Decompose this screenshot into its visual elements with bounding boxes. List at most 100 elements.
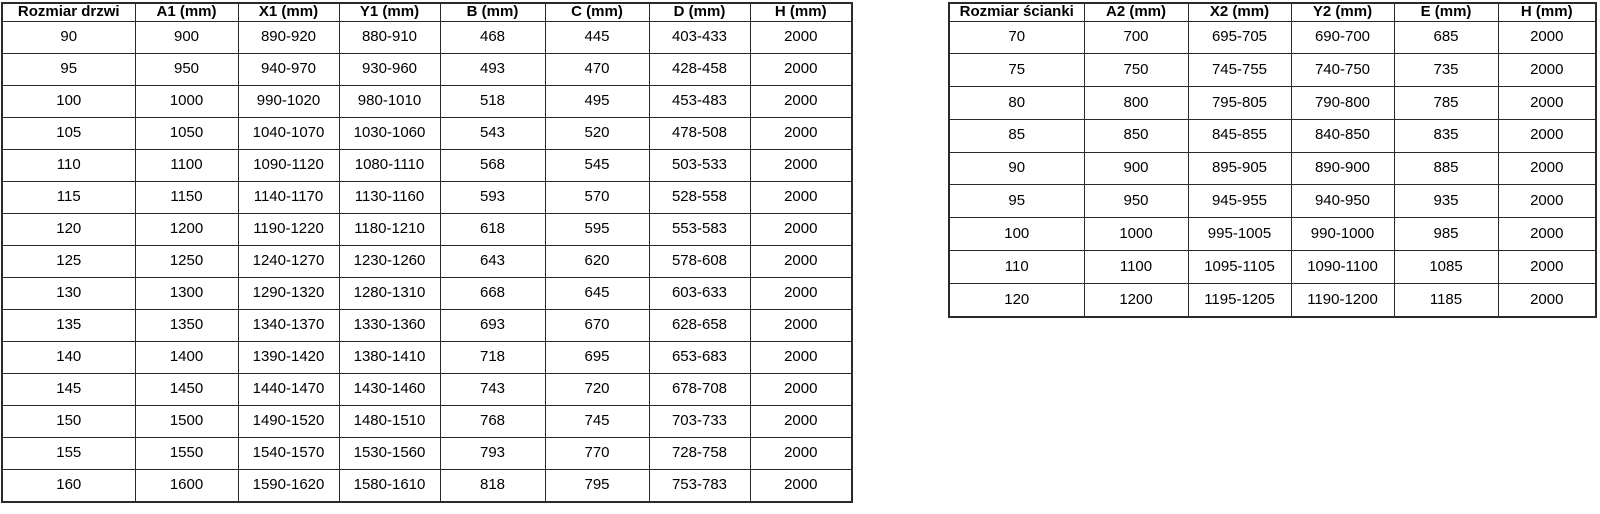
data-cell: 1400 bbox=[134, 340, 239, 374]
data-cell: 110 bbox=[1, 148, 136, 182]
data-cell: 1180-1210 bbox=[338, 212, 441, 246]
data-cell: 1380-1410 bbox=[338, 340, 441, 374]
data-cell: 85 bbox=[948, 118, 1085, 153]
table-row: 145 1450 1440-1470 1430-1460 743 720 678-708 20… bbox=[1, 372, 853, 406]
data-cell: 518 bbox=[439, 84, 546, 118]
data-cell: 155 bbox=[1, 436, 136, 470]
data-cell: 1240-1270 bbox=[237, 244, 340, 278]
data-cell: 945-955 bbox=[1187, 184, 1292, 219]
column-header: Y1 (mm) bbox=[338, 2, 441, 22]
data-cell: 130 bbox=[1, 276, 136, 310]
table-row: 120 1200 1195-1205 1190-1200 1185 2000 bbox=[948, 282, 1597, 318]
column-header: Y2 (mm) bbox=[1290, 2, 1395, 22]
table-row: 135 1350 1340-1370 1330-1360 693 670 628-658 20… bbox=[1, 308, 853, 342]
data-cell: 990-1000 bbox=[1290, 217, 1395, 251]
table-row: 120 1200 1190-1220 1180-1210 618 595 553-583 20… bbox=[1, 212, 853, 246]
data-cell: 2000 bbox=[749, 276, 853, 310]
data-cell: 1190-1220 bbox=[237, 212, 340, 246]
table-row: 110 1100 1095-1105 1090-1100 1085 2000 bbox=[948, 249, 1597, 284]
table-row: 125 1250 1240-1270 1230-1260 643 620 578-608 20… bbox=[1, 244, 853, 278]
table-row: 80 800 795-805 790-800 785 2000 bbox=[948, 86, 1597, 120]
table-row: 75 750 745-755 740-750 735 2000 bbox=[948, 53, 1597, 88]
data-cell: 845-855 bbox=[1187, 118, 1292, 153]
data-cell: 995-1005 bbox=[1187, 217, 1292, 251]
data-cell: 493 bbox=[439, 52, 546, 86]
data-cell: 2000 bbox=[1497, 86, 1597, 120]
data-cell: 850 bbox=[1083, 118, 1189, 153]
table-row: 115 1150 1140-1170 1130-1160 593 570 528-558 20… bbox=[1, 180, 853, 214]
data-cell: 935 bbox=[1393, 184, 1499, 219]
data-cell: 753-783 bbox=[648, 468, 751, 503]
data-cell: 2000 bbox=[1497, 118, 1597, 153]
data-cell: 1250 bbox=[134, 244, 239, 278]
data-cell: 2000 bbox=[749, 372, 853, 406]
column-header: A1 (mm) bbox=[134, 2, 239, 22]
data-cell: 2000 bbox=[749, 404, 853, 438]
column-header: A2 (mm) bbox=[1083, 2, 1189, 22]
data-cell: 520 bbox=[544, 116, 650, 150]
table-row: 160 1600 1590-1620 1580-1610 818 795 753-783 20… bbox=[1, 468, 853, 503]
data-cell: 468 bbox=[439, 20, 546, 54]
data-cell: 800 bbox=[1083, 86, 1189, 120]
table-row: 105 1050 1040-1070 1030-1060 543 520 478-508 20… bbox=[1, 116, 853, 150]
data-cell: 743 bbox=[439, 372, 546, 406]
data-cell: 503-533 bbox=[648, 148, 751, 182]
table-row: 110 1100 1090-1120 1080-1110 568 545 503-533 20… bbox=[1, 148, 853, 182]
data-cell: 145 bbox=[1, 372, 136, 406]
data-cell: 930-960 bbox=[338, 52, 441, 86]
data-cell: 100 bbox=[1, 84, 136, 118]
data-cell: 793 bbox=[439, 436, 546, 470]
wall-panel-sizes-table: Rozmiar ścianki A2 (mm) X2 (mm) Y2 (mm) E (m… bbox=[948, 2, 1597, 318]
data-cell: 900 bbox=[134, 20, 239, 54]
data-cell: 125 bbox=[1, 244, 136, 278]
data-cell: 80 bbox=[948, 86, 1085, 120]
data-cell: 478-508 bbox=[648, 116, 751, 150]
data-cell: 2000 bbox=[749, 468, 853, 503]
data-cell: 140 bbox=[1, 340, 136, 374]
data-cell: 453-483 bbox=[648, 84, 751, 118]
data-cell: 1095-1105 bbox=[1187, 249, 1292, 284]
table-row: 85 850 845-855 840-850 835 2000 bbox=[948, 118, 1597, 153]
data-cell: 2000 bbox=[1497, 53, 1597, 88]
data-cell: 110 bbox=[948, 249, 1085, 284]
data-cell: 940-970 bbox=[237, 52, 340, 86]
data-cell: 1340-1370 bbox=[237, 308, 340, 342]
data-cell: 428-458 bbox=[648, 52, 751, 86]
data-cell: 1195-1205 bbox=[1187, 282, 1292, 318]
data-cell: 2000 bbox=[1497, 151, 1597, 186]
data-cell: 1430-1460 bbox=[338, 372, 441, 406]
data-cell: 95 bbox=[948, 184, 1085, 219]
data-cell: 1590-1620 bbox=[237, 468, 340, 503]
column-header: X1 (mm) bbox=[237, 2, 340, 22]
data-cell: 545 bbox=[544, 148, 650, 182]
table-row: 155 1550 1540-1570 1530-1560 793 770 728-758 20… bbox=[1, 436, 853, 470]
data-cell: 1150 bbox=[134, 180, 239, 214]
data-cell: 1130-1160 bbox=[338, 180, 441, 214]
data-cell: 150 bbox=[1, 404, 136, 438]
table-row: 100 1000 995-1005 990-1000 985 2000 bbox=[948, 217, 1597, 251]
header-row: Rozmiar drzwi A1 (mm) X1 (mm) Y1 (mm) B (mm)… bbox=[1, 2, 853, 22]
column-header: C (mm) bbox=[544, 2, 650, 22]
data-cell: 890-900 bbox=[1290, 151, 1395, 186]
data-cell: 553-583 bbox=[648, 212, 751, 246]
data-cell: 70 bbox=[948, 20, 1085, 55]
data-cell: 950 bbox=[1083, 184, 1189, 219]
data-cell: 1090-1100 bbox=[1290, 249, 1395, 284]
data-cell: 1580-1610 bbox=[338, 468, 441, 503]
data-cell: 593 bbox=[439, 180, 546, 214]
table-row: 90 900 895-905 890-900 885 2000 bbox=[948, 151, 1597, 186]
data-cell: 885 bbox=[1393, 151, 1499, 186]
data-cell: 115 bbox=[1, 180, 136, 214]
data-cell: 100 bbox=[948, 217, 1085, 251]
data-cell: 795-805 bbox=[1187, 86, 1292, 120]
data-cell: 1030-1060 bbox=[338, 116, 441, 150]
data-cell: 1500 bbox=[134, 404, 239, 438]
data-cell: 768 bbox=[439, 404, 546, 438]
data-cell: 720 bbox=[544, 372, 650, 406]
data-cell: 1050 bbox=[134, 116, 239, 150]
data-cell: 685 bbox=[1393, 20, 1499, 55]
data-cell: 75 bbox=[948, 53, 1085, 88]
data-cell: 785 bbox=[1393, 86, 1499, 120]
table-row: 150 1500 1490-1520 1480-1510 768 745 703-733 20… bbox=[1, 404, 853, 438]
